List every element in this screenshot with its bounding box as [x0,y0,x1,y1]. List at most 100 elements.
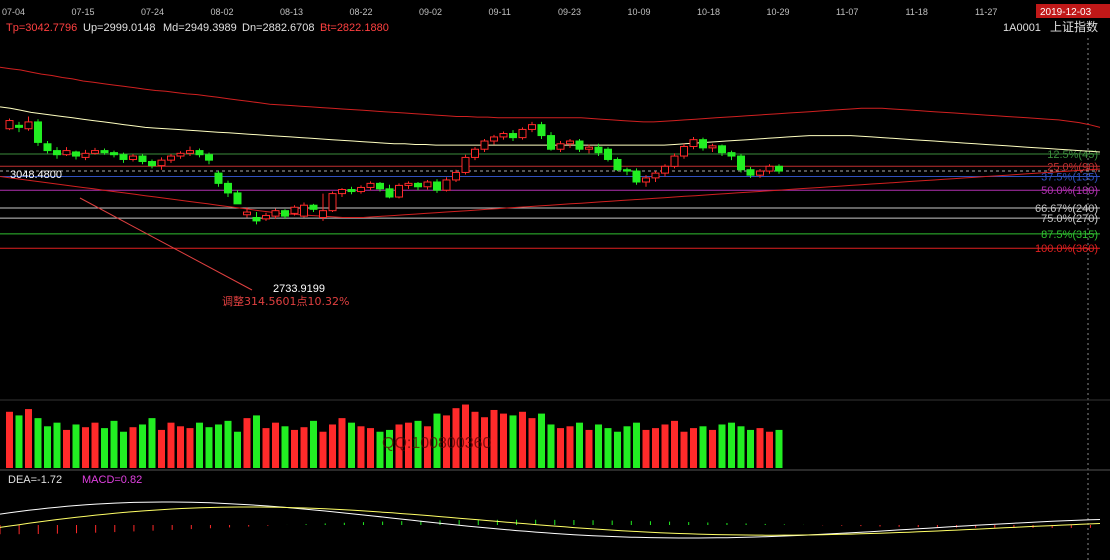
bollinger-lower [0,168,1101,218]
macd-dea-line [0,506,1101,536]
adjust-label: 调整314.5601点10.32% [222,294,349,308]
candle-body [509,133,517,139]
volume-bar [186,428,194,468]
volume-bar [690,428,697,468]
candle-body [81,152,90,158]
date-label: 11-27 [975,7,997,17]
volume-bar [53,422,61,468]
candle-body [281,210,289,217]
candle-body [186,150,194,154]
volume-bar [471,411,479,468]
candle-body [727,152,736,157]
fib-label: 50.0%(180) [1041,185,1098,197]
candle-body [746,169,755,176]
candle-body [262,214,270,220]
candle-body [518,128,527,139]
volume-bar [44,426,51,468]
candle-body [490,136,498,142]
volume-bar [167,422,175,468]
candle-body [433,181,441,191]
volume-bar [766,431,773,468]
volume-bar [386,429,393,468]
candle-body [404,182,413,186]
volume-bar [329,424,336,468]
volume-bar [300,427,308,468]
current-date: 2019-12-03 [1040,7,1092,18]
candle-body [5,120,14,130]
candle-body [689,139,698,148]
candle-body [737,155,745,171]
volume-bar [25,409,32,468]
volume-bar [224,420,232,468]
candle-body [300,204,308,217]
volume-bar [262,428,270,468]
candle-body [575,140,584,150]
volume-bar [452,408,460,468]
date-label: 07-04 [2,7,25,17]
candle-body [347,189,356,193]
volume-bar [129,427,137,468]
volume-bar [500,413,507,468]
low-label: 2733.9199 [273,283,325,295]
volume-bar [253,415,260,468]
date-label: 08-22 [350,7,373,17]
candle-body [34,121,42,143]
candle-body [319,210,327,219]
volume-bar [462,404,469,468]
volume-bar [509,415,517,468]
volume-bar [557,428,564,468]
date-label: 07-24 [141,7,164,17]
date-label: 10-29 [767,7,790,17]
current-date-badge [1036,4,1110,18]
candle-body [376,182,384,190]
candle-body [642,177,650,183]
candle-body [119,154,128,160]
candle-body [233,192,242,205]
volume-bar [737,426,745,468]
candle-body [148,161,156,167]
volume-bar [614,431,621,468]
candle-body [138,155,147,163]
candle-body [167,155,175,161]
candle-body [214,172,223,184]
candle-body [756,170,764,176]
volume-bar [633,422,640,468]
date-label: 08-02 [211,7,234,17]
volume-bar [642,429,650,468]
volume-bar [671,420,678,468]
volume-bars [6,404,783,468]
candle-body [556,143,565,150]
candle-body [290,206,299,214]
candle-body [53,150,61,156]
high-label: 3048.4800 [10,169,62,181]
candle-body [623,169,631,172]
date-label: 09-23 [558,7,581,17]
candle-body [718,145,726,154]
volume-bar [652,428,659,468]
candle-body [62,150,71,156]
volume-bar [243,418,251,468]
volume-bar [699,426,707,468]
symbol-code: 1A0001 [1003,22,1041,34]
volume-bar [215,424,222,468]
info-dn: Dn=2882.6708 [242,22,314,34]
bollinger-upper [0,66,1101,128]
volume-bar [528,418,536,468]
info-md: Md=2949.3989 [163,22,237,34]
candle-body [357,186,365,193]
candle-body [15,124,23,128]
volume-bar [585,429,593,468]
volume-bar [433,413,441,468]
candle-body [271,210,280,217]
volume-bar [604,428,612,468]
candle-body [613,158,622,171]
volume-bar [291,429,298,468]
candle-body [205,154,213,161]
volume-bar [281,426,289,468]
candle-body [661,165,669,174]
date-label: 07-15 [72,7,95,17]
candle-body [670,155,679,167]
macd-value: MACD=0.82 [82,474,142,486]
volume-bar [357,426,365,468]
